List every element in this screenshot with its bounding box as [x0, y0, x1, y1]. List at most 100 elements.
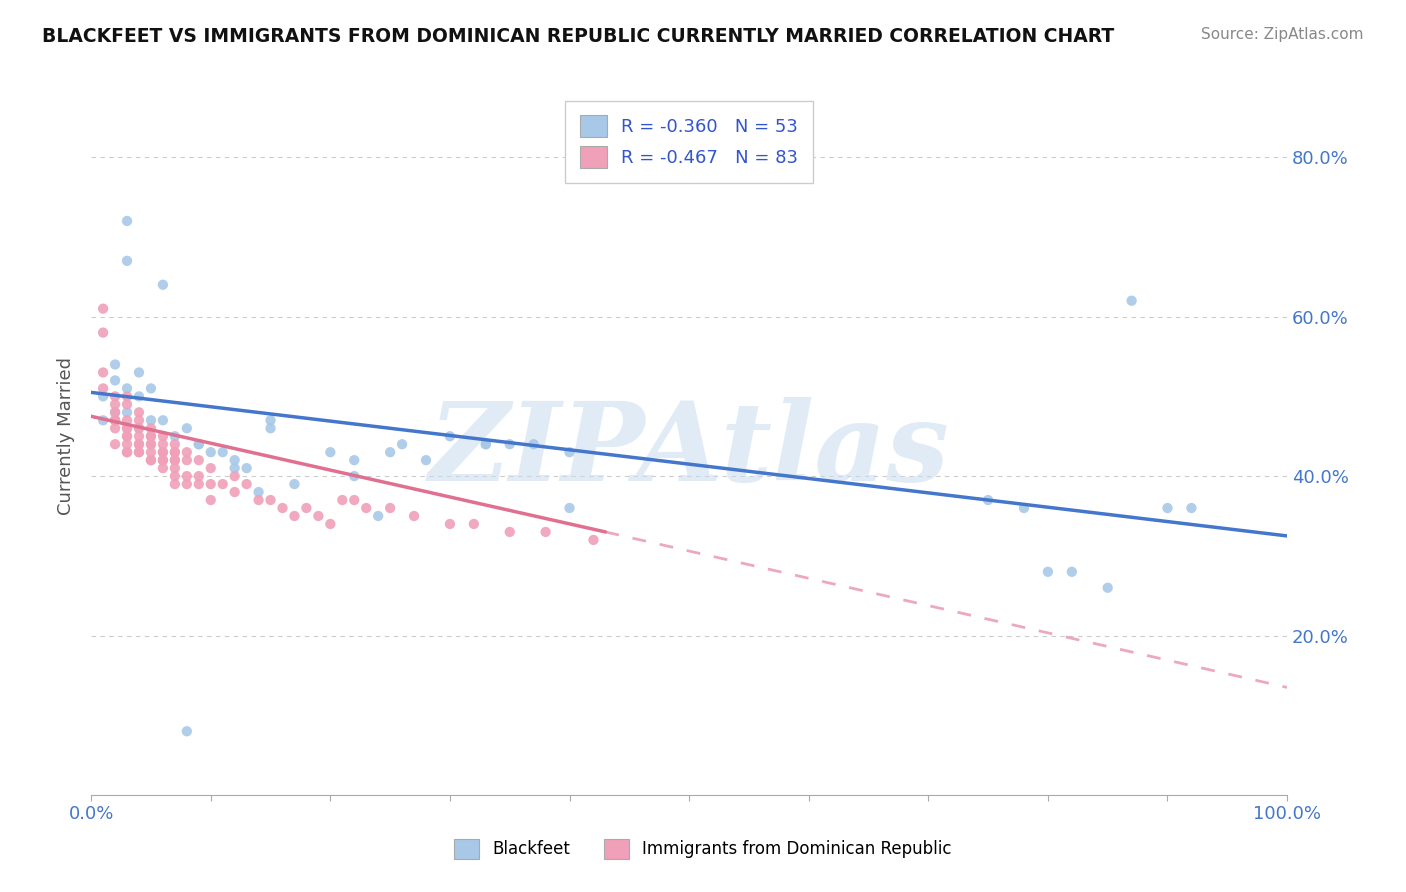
Point [128, 421, 150, 435]
Point [271, 501, 294, 516]
Point [343, 469, 366, 483]
Point [558, 445, 581, 459]
Point [1180, 501, 1202, 516]
Point [247, 493, 270, 508]
Point [211, 445, 233, 459]
Point [259, 421, 281, 435]
Text: BLACKFEET VS IMMIGRANTS FROM DOMINICAN REPUBLIC CURRENTLY MARRIED CORRELATION CH: BLACKFEET VS IMMIGRANTS FROM DOMINICAN R… [42, 27, 1115, 45]
Point [439, 429, 461, 443]
Point [139, 429, 162, 443]
Point [128, 413, 150, 427]
Point [176, 421, 198, 435]
Point [115, 381, 138, 395]
Point [152, 429, 174, 443]
Point [128, 405, 150, 419]
Point [200, 477, 222, 491]
Point [176, 724, 198, 739]
Point [115, 389, 138, 403]
Point [163, 445, 186, 459]
Point [104, 413, 127, 427]
Point [128, 366, 150, 380]
Point [128, 445, 150, 459]
Y-axis label: Currently Married: Currently Married [58, 358, 75, 516]
Point [152, 277, 174, 292]
Point [224, 461, 246, 475]
Point [295, 501, 318, 516]
Point [235, 461, 257, 475]
Point [187, 477, 209, 491]
Point [115, 445, 138, 459]
Point [139, 429, 162, 443]
Point [1097, 581, 1119, 595]
Point [104, 413, 127, 427]
Point [104, 373, 127, 387]
Point [163, 469, 186, 483]
Point [163, 429, 186, 443]
Point [187, 437, 209, 451]
Point [499, 524, 522, 539]
Point [259, 493, 281, 508]
Text: ZIPAtlas: ZIPAtlas [429, 397, 949, 504]
Point [152, 445, 174, 459]
Point [378, 445, 401, 459]
Point [115, 405, 138, 419]
Point [104, 421, 127, 435]
Point [91, 326, 114, 340]
Point [115, 445, 138, 459]
Point [115, 429, 138, 443]
Point [224, 469, 246, 483]
Point [283, 508, 305, 523]
Point [163, 453, 186, 467]
Point [176, 445, 198, 459]
Point [200, 493, 222, 508]
Point [224, 485, 246, 500]
Point [91, 366, 114, 380]
Point [307, 508, 329, 523]
Point [343, 453, 366, 467]
Point [128, 389, 150, 403]
Point [402, 508, 425, 523]
Point [1156, 501, 1178, 516]
Point [224, 453, 246, 467]
Point [139, 437, 162, 451]
Point [378, 501, 401, 516]
Point [367, 508, 389, 523]
Point [1121, 293, 1143, 308]
Point [343, 493, 366, 508]
Point [139, 437, 162, 451]
Point [152, 445, 174, 459]
Point [104, 358, 127, 372]
Point [139, 421, 162, 435]
Point [91, 413, 114, 427]
Point [247, 485, 270, 500]
Point [523, 437, 546, 451]
Point [128, 437, 150, 451]
Text: Source: ZipAtlas.com: Source: ZipAtlas.com [1201, 27, 1364, 42]
Point [91, 389, 114, 403]
Point [139, 381, 162, 395]
Point [139, 453, 162, 467]
Point [128, 421, 150, 435]
Point [152, 413, 174, 427]
Point [115, 413, 138, 427]
Point [200, 461, 222, 475]
Point [91, 381, 114, 395]
Point [463, 516, 485, 531]
Point [534, 524, 557, 539]
Point [152, 453, 174, 467]
Point [115, 397, 138, 411]
Point [1060, 565, 1083, 579]
Point [163, 453, 186, 467]
Point [582, 533, 605, 547]
Point [163, 445, 186, 459]
Point [115, 214, 138, 228]
Point [211, 477, 233, 491]
Point [235, 477, 257, 491]
Point [152, 453, 174, 467]
Point [187, 437, 209, 451]
Point [104, 397, 127, 411]
Point [319, 445, 342, 459]
Point [187, 453, 209, 467]
Point [176, 453, 198, 467]
Point [391, 437, 413, 451]
